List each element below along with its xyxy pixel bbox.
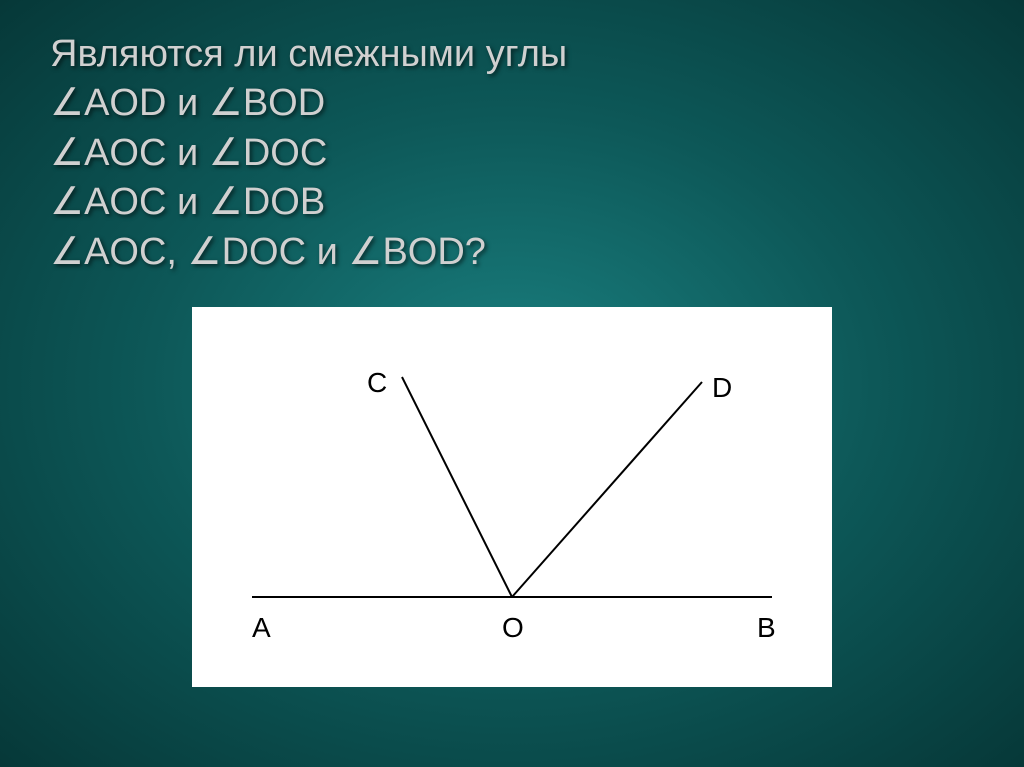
diagram-segments	[252, 377, 772, 597]
diagram-labels: A B O C D	[252, 367, 776, 643]
question-line-3: ∠AOC и ∠DOC	[50, 129, 974, 178]
question-line-1: Являются ли смежными углы	[50, 30, 974, 79]
diagram-svg: A B O C D	[192, 307, 832, 687]
point-label-D: D	[712, 372, 732, 403]
question-line-4: ∠AOC и ∠DOB	[50, 178, 974, 227]
point-label-C: C	[367, 367, 387, 398]
segment-OC	[402, 377, 512, 597]
question-block: Являются ли смежными углы ∠AOD и ∠BOD ∠A…	[50, 30, 974, 277]
segment-OD	[512, 382, 702, 597]
slide: Являются ли смежными углы ∠AOD и ∠BOD ∠A…	[0, 0, 1024, 767]
question-line-5: ∠AOC, ∠DOC и ∠BOD?	[50, 228, 974, 277]
geometry-diagram: A B O C D	[192, 307, 832, 687]
point-label-A: A	[252, 612, 271, 643]
point-label-O: O	[502, 612, 524, 643]
question-line-2: ∠AOD и ∠BOD	[50, 79, 974, 128]
point-label-B: B	[757, 612, 776, 643]
